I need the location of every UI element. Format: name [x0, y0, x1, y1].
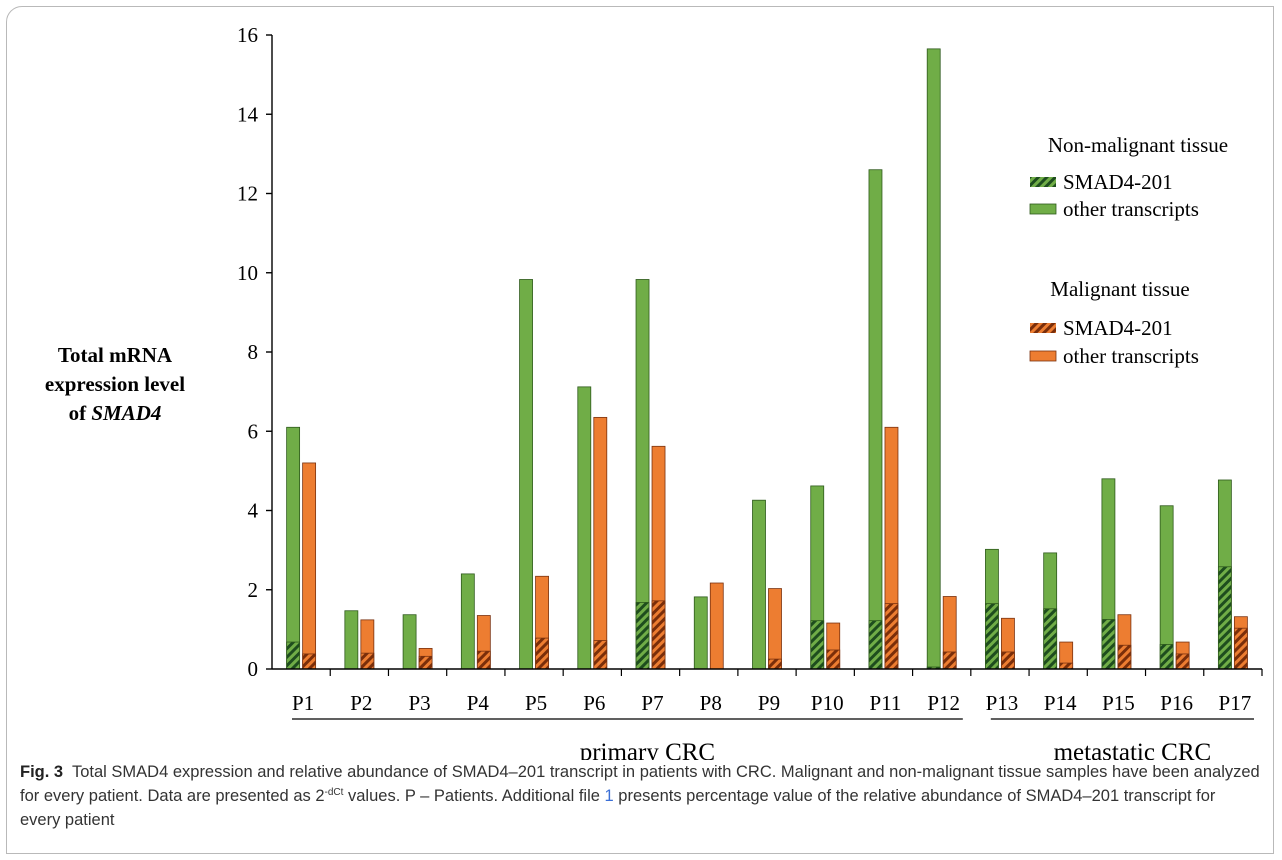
x-tick-label: P1: [292, 691, 314, 715]
x-tick-label: P5: [525, 691, 547, 715]
bar-nonmalignant-smad4-201: [985, 603, 999, 670]
figure-caption: Fig. 3 Total SMAD4 expression and relati…: [20, 760, 1260, 832]
bars-layer: [286, 48, 1248, 670]
bar-malignant-smad4-201: [768, 658, 782, 670]
legend-label-nonmal-smad4: SMAD4-201: [1063, 170, 1173, 194]
x-tick-label: P8: [700, 691, 722, 715]
bar-nonmalignant-total: [868, 169, 883, 670]
bar-malignant-total: [709, 582, 724, 670]
y-axis-title-prefix: of: [69, 401, 92, 425]
caption-text-1: Total SMAD4 expression and relative abun…: [20, 763, 1260, 805]
bar-malignant-smad4-201: [1059, 662, 1074, 670]
group-label: primary CRC: [580, 739, 715, 760]
bar-malignant-total: [593, 416, 608, 670]
bar-malignant-smad4-201: [1001, 651, 1015, 670]
bar-malignant-smad4-201: [1117, 644, 1132, 670]
x-tick-label: P13: [986, 691, 1019, 715]
additional-file-link[interactable]: 1: [604, 787, 614, 805]
x-tick-label: P7: [641, 691, 663, 715]
bar-nonmalignant-smad4-201: [810, 620, 825, 670]
bar-malignant-smad4-201: [360, 652, 375, 670]
y-axis-title-line-1: Total mRNA: [58, 343, 173, 367]
legend-swatch-nonmal-other: [1029, 203, 1057, 215]
x-tick-label: P2: [350, 691, 372, 715]
y-tick-label: 14: [237, 102, 259, 126]
y-tick-label: 8: [248, 340, 259, 364]
bar-malignant-smad4-201: [884, 603, 899, 670]
bar-malignant-total: [768, 588, 782, 670]
chart: 0 2 4 6 8 10 12 14 16 P1 P2 P3 P4 P5 P6 P7 P8 P9 P10 P11 P12…: [45, 23, 1263, 760]
caption-superscript: -dCt: [324, 787, 344, 798]
bar-nonmalignant-total: [693, 596, 708, 670]
bar-malignant-smad4-201: [826, 649, 841, 670]
y-tick-label: 10: [237, 261, 258, 285]
y-tick-label: 4: [248, 499, 259, 523]
legend-title-malignant: Malignant tissue: [1050, 277, 1189, 301]
x-tick-label: P4: [467, 691, 490, 715]
legend-swatch-nonmal-smad4: [1030, 177, 1056, 187]
y-axis-title-line-2: expression level: [45, 372, 185, 396]
bar-nonmalignant-smad4-201: [1159, 644, 1174, 670]
axes-layer: 0 2 4 6 8 10 12 14 16 P1 P2 P3 P4 P5 P6 P7 P8 P9 P10 P11 P12…: [237, 23, 1263, 760]
legend: Non-malignant tissue SMAD4-201 other tra…: [1029, 133, 1228, 368]
bar-nonmalignant-smad4-201: [1217, 566, 1232, 670]
y-tick-label: 2: [248, 578, 259, 602]
bar-nonmalignant-total: [460, 573, 475, 670]
bar-nonmalignant-smad4-201: [1101, 619, 1116, 670]
bar-nonmalignant-total: [752, 499, 766, 670]
bar-nonmalignant-total: [577, 386, 592, 670]
bar-malignant-smad4-201: [1175, 653, 1190, 670]
legend-swatch-mal-smad4: [1030, 323, 1056, 333]
y-tick-label: 6: [248, 419, 259, 443]
x-tick-label: P9: [758, 691, 780, 715]
y-axis-title: Total mRNA expression level of SMAD4: [45, 343, 185, 425]
bar-nonmalignant-total: [402, 614, 417, 670]
figure-label: Fig. 3: [20, 763, 64, 781]
caption-text-2: values. P – Patients. Additional file: [343, 787, 605, 805]
legend-label-mal-smad4: SMAD4-201: [1063, 316, 1173, 340]
bar-malignant-smad4-201: [593, 640, 608, 670]
legend-title-nonmalignant: Non-malignant tissue: [1048, 133, 1228, 157]
bar-nonmalignant-total: [286, 426, 301, 670]
bar-malignant-smad4-201: [476, 650, 491, 670]
caption-text-3: presents percentage value of the relativ…: [20, 787, 1216, 829]
x-tick-label: P16: [1160, 691, 1193, 715]
legend-label-nonmal-other: other transcripts: [1063, 197, 1199, 221]
y-axis-title-gene: SMAD4: [91, 401, 161, 425]
bar-nonmalignant-total: [519, 279, 533, 670]
figure-frame: [6, 6, 1274, 854]
bar-malignant-smad4-201: [1233, 627, 1248, 670]
bar-malignant-smad4-201: [302, 653, 317, 670]
bar-nonmalignant-smad4-201: [868, 620, 883, 670]
legend-swatch-mal-other: [1029, 350, 1057, 362]
bar-nonmalignant-total: [926, 48, 941, 670]
legend-label-mal-other: other transcripts: [1063, 344, 1199, 368]
y-axis-title-line-3: of SMAD4: [69, 401, 162, 425]
x-tick-label: P12: [927, 691, 960, 715]
y-tick-label: 0: [248, 657, 259, 681]
x-tick-label: P14: [1044, 691, 1077, 715]
bar-nonmalignant-smad4-201: [286, 641, 301, 670]
x-tick-label: P3: [408, 691, 430, 715]
bar-malignant-smad4-201: [942, 651, 957, 670]
group-label: metastatic CRC: [1054, 739, 1212, 760]
bar-nonmalignant-total: [344, 610, 359, 670]
x-tick-label: P6: [583, 691, 605, 715]
bar-malignant-smad4-201: [418, 655, 433, 670]
bar-malignant-total: [302, 462, 317, 670]
x-tick-label: P11: [870, 691, 902, 715]
bar-malignant-smad4-201: [535, 637, 549, 670]
bar-malignant-smad4-201: [651, 600, 666, 670]
bar-nonmalignant-smad4-201: [635, 602, 650, 670]
x-tick-label: P15: [1102, 691, 1135, 715]
y-tick-label: 12: [237, 182, 258, 206]
x-tick-label: P17: [1219, 691, 1252, 715]
bar-nonmalignant-smad4-201: [1043, 608, 1058, 670]
y-tick-label: 16: [237, 23, 258, 47]
x-tick-label: P10: [811, 691, 844, 715]
